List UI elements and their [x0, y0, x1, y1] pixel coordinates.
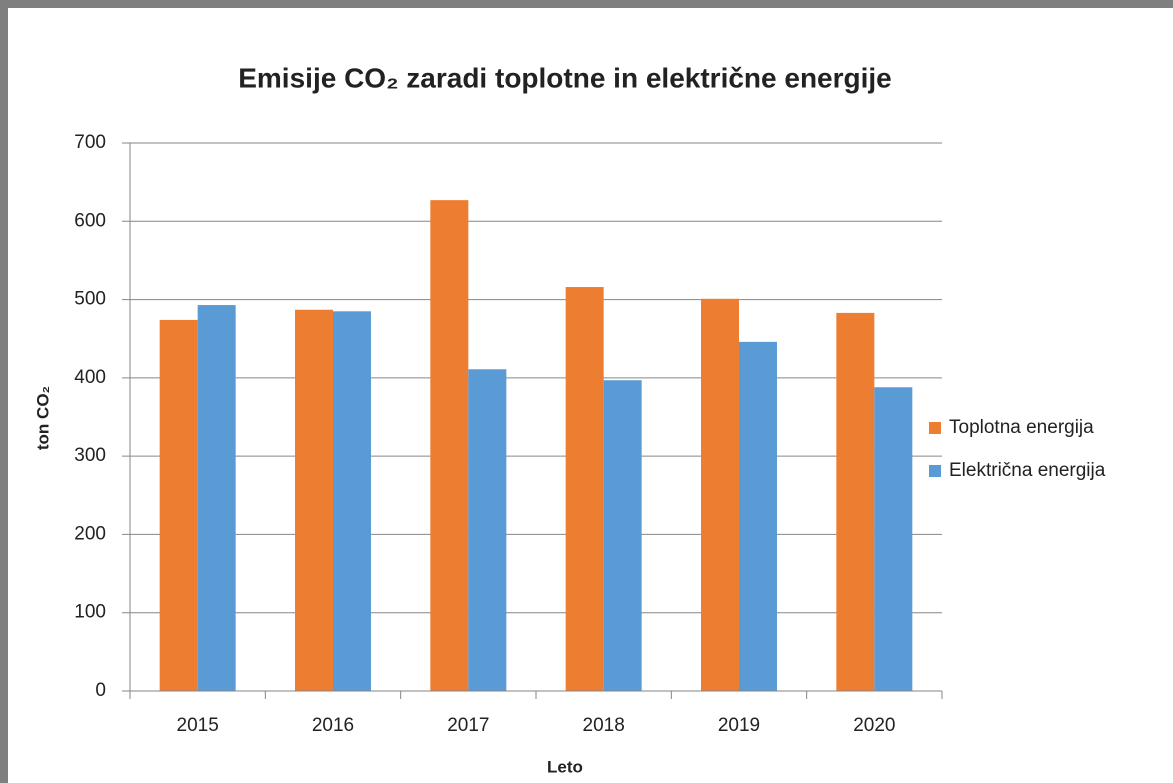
y-tick-label: 200 — [74, 523, 106, 544]
x-tick-label: 2017 — [447, 715, 489, 736]
bar — [333, 311, 371, 691]
chart-title: Emisije CO₂ zaradi toplotne in električn… — [238, 62, 892, 93]
y-tick-label: 300 — [74, 445, 106, 466]
y-tick-label: 500 — [74, 289, 106, 310]
bar — [874, 387, 913, 691]
x-axis-label: Leto — [547, 757, 583, 776]
bar — [739, 341, 777, 691]
y-axis-label: ton CO₂ — [33, 386, 52, 450]
bar — [565, 287, 604, 691]
x-tick-label: 2015 — [177, 715, 219, 736]
legend-label: Toplotna energija — [949, 417, 1094, 438]
y-tick-label: 700 — [74, 132, 106, 153]
x-tick-label: 2016 — [312, 715, 354, 736]
legend-swatch — [929, 422, 941, 434]
bar — [197, 305, 236, 691]
x-tick-label: 2018 — [583, 715, 625, 736]
x-tick-label: 2020 — [853, 715, 895, 736]
x-tick-label: 2019 — [718, 715, 760, 736]
bar — [430, 200, 469, 692]
bar — [836, 312, 875, 691]
bar — [603, 380, 642, 691]
legend-swatch — [929, 465, 941, 477]
y-tick-label: 400 — [74, 367, 106, 388]
legend-label: Električna energija — [949, 460, 1106, 481]
y-tick-label: 600 — [74, 210, 106, 231]
y-tick-label: 0 — [95, 680, 106, 701]
bar — [295, 309, 333, 691]
bar — [701, 298, 739, 691]
bar — [468, 369, 507, 691]
y-tick-label: 100 — [74, 602, 106, 623]
bar — [159, 319, 198, 691]
